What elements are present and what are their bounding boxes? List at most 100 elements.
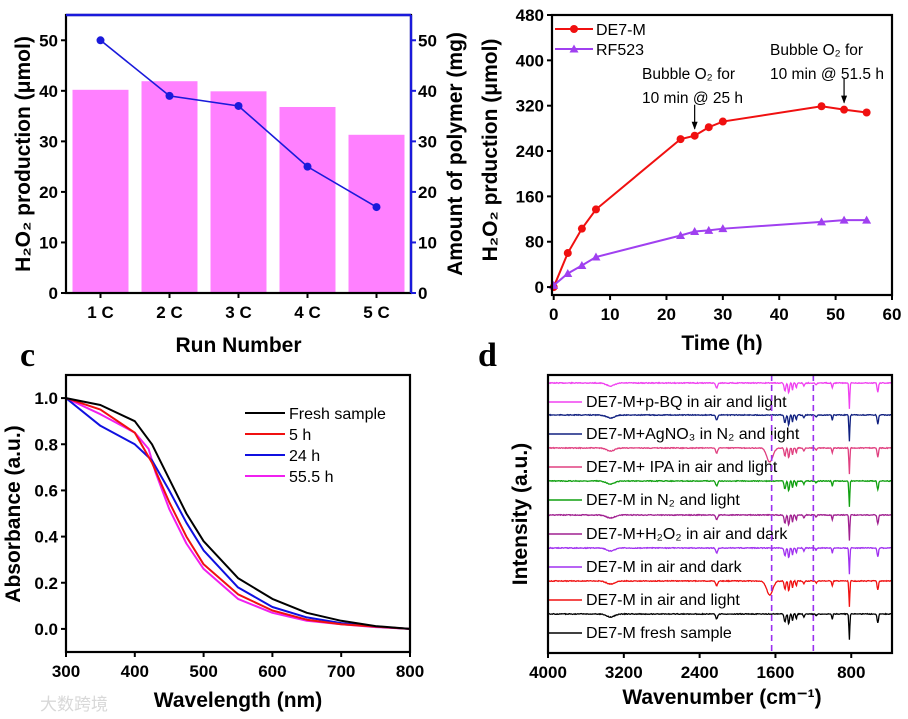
ytick-label: 1.0 [34, 389, 58, 408]
data-point [718, 117, 727, 126]
data-point [563, 249, 572, 258]
xtick-label: 800 [396, 662, 424, 681]
legend-label: DE7-M [596, 22, 646, 39]
y2tick-label: 40 [418, 82, 437, 101]
series-line-24 h [65, 397, 411, 630]
ytick-label: 10 [39, 233, 58, 252]
xtick-label: 3200 [605, 663, 643, 682]
spectrum-7 [547, 612, 893, 640]
ytick-label: 30 [39, 132, 58, 151]
annotation-arrowhead [841, 95, 848, 104]
ytick-label: 0 [49, 284, 58, 303]
ytick-label: 480 [516, 6, 544, 25]
xtick-label: 5 C [363, 303, 389, 322]
xtick-label: 0 [549, 305, 558, 324]
data-point [690, 227, 700, 236]
spectrum-5 [547, 546, 893, 575]
y2tick-label: 50 [418, 31, 437, 50]
data-point [839, 215, 849, 224]
y-axis-title: H₂O₂ production (μmol) [12, 36, 35, 272]
legend-label: Fresh sample [289, 406, 386, 423]
data-point [718, 224, 728, 233]
series-line-5 h [65, 397, 411, 630]
plot-frame-d [546, 373, 894, 655]
xtick-label: 4 C [294, 303, 320, 322]
spectrum-2 [547, 446, 893, 475]
legend-label: DE7-M+AgNO₃ in N₂ and light [586, 426, 800, 443]
xtick-label: 2400 [681, 663, 719, 682]
xtick-label: 20 [657, 305, 676, 324]
y-axis-title: Absorbance (a.u.) [2, 425, 25, 602]
xtick-label: 600 [258, 662, 286, 681]
spectrum-0 [547, 381, 892, 409]
data-point [591, 252, 601, 261]
polymer-point-3 [234, 101, 243, 110]
annotation-text: 10 min @ 25 h [642, 90, 743, 107]
polymer-point-5 [372, 203, 381, 212]
annotation-text: 10 min @ 51.5 h [770, 66, 884, 83]
legend-label: DE7-M+p-BQ in air and light [586, 394, 787, 411]
xtick-label: 1 C [87, 303, 113, 322]
ytick-label: 20 [39, 183, 58, 202]
x-axis-title: Wavenumber (cm⁻¹) [622, 686, 821, 709]
x-axis-title: Run Number [176, 334, 302, 357]
data-point [817, 217, 827, 226]
annotation-text: Bubble O₂ for [770, 42, 863, 59]
xtick-label: 2 C [156, 303, 182, 322]
ytick-label: 40 [39, 82, 58, 101]
data-point [676, 135, 685, 144]
data-point [840, 105, 849, 114]
data-point [862, 108, 871, 117]
y2tick-label: 0 [418, 284, 427, 303]
legend-marker [570, 25, 578, 33]
y2tick-label: 10 [418, 233, 437, 252]
x-axis-title: Time (h) [681, 332, 762, 355]
xtick-label: 50 [826, 305, 845, 324]
y-axis-title: Intensity (a.u.) [509, 443, 532, 585]
xtick-label: 3 C [225, 303, 251, 322]
spectrum-6 [547, 579, 893, 607]
xtick-label: 700 [327, 662, 355, 681]
data-point [704, 123, 713, 132]
data-point [862, 215, 872, 224]
xtick-label: 400 [121, 662, 149, 681]
legend-label: DE7-M+ IPA in air and light [586, 459, 778, 476]
xtick-label: 30 [713, 305, 732, 324]
data-point [577, 224, 586, 233]
legend-label: DE7-M in N₂ and light [586, 492, 740, 509]
polymer-point-1 [96, 36, 105, 45]
spectrum-4 [547, 513, 893, 541]
ytick-label: 0.8 [34, 435, 58, 454]
data-point [690, 131, 699, 140]
legend-label: DE7-M+H₂O₂ in air and dark [586, 526, 788, 543]
data-point [704, 225, 714, 234]
legend-label: 55.5 h [289, 469, 333, 486]
y2tick-label: 30 [418, 132, 437, 151]
series-line-DE7-M [552, 105, 867, 288]
ytick-label: 0 [535, 278, 544, 297]
annotation-text: Bubble O₂ for [642, 66, 735, 83]
legend-label: 5 h [289, 427, 311, 444]
ytick-label: 0.2 [34, 574, 58, 593]
panel-d-ir-spectra: DE7-M+p-BQ in air and light DE7-M+AgNO₃ i… [509, 373, 894, 709]
ytick-label: 240 [516, 142, 544, 161]
bar-5 [348, 134, 405, 293]
bar-4 [279, 106, 336, 293]
ytick-label: 50 [39, 31, 58, 50]
legend-marker [569, 44, 579, 53]
ytick-label: 160 [516, 187, 544, 206]
polymer-point-2 [165, 91, 174, 100]
xtick-label: 300 [52, 662, 80, 681]
ytick-label: 0.6 [34, 481, 58, 500]
panel-label-d: d [478, 337, 497, 374]
xtick-label: 1600 [757, 663, 795, 682]
panel-a-production-cycles: 0 10 20 30 40 50 0 10 20 30 40 50 1 C 2 C 3 C 4 C 5 C Run… [12, 13, 467, 357]
xtick-label: 10 [601, 305, 620, 324]
ytick-label: 0.4 [34, 528, 58, 547]
data-point [591, 205, 600, 214]
legend-label: DE7-M in air and dark [586, 559, 743, 576]
data-point [817, 102, 826, 111]
data-point [676, 230, 686, 239]
ytick-label: 320 [516, 97, 544, 116]
